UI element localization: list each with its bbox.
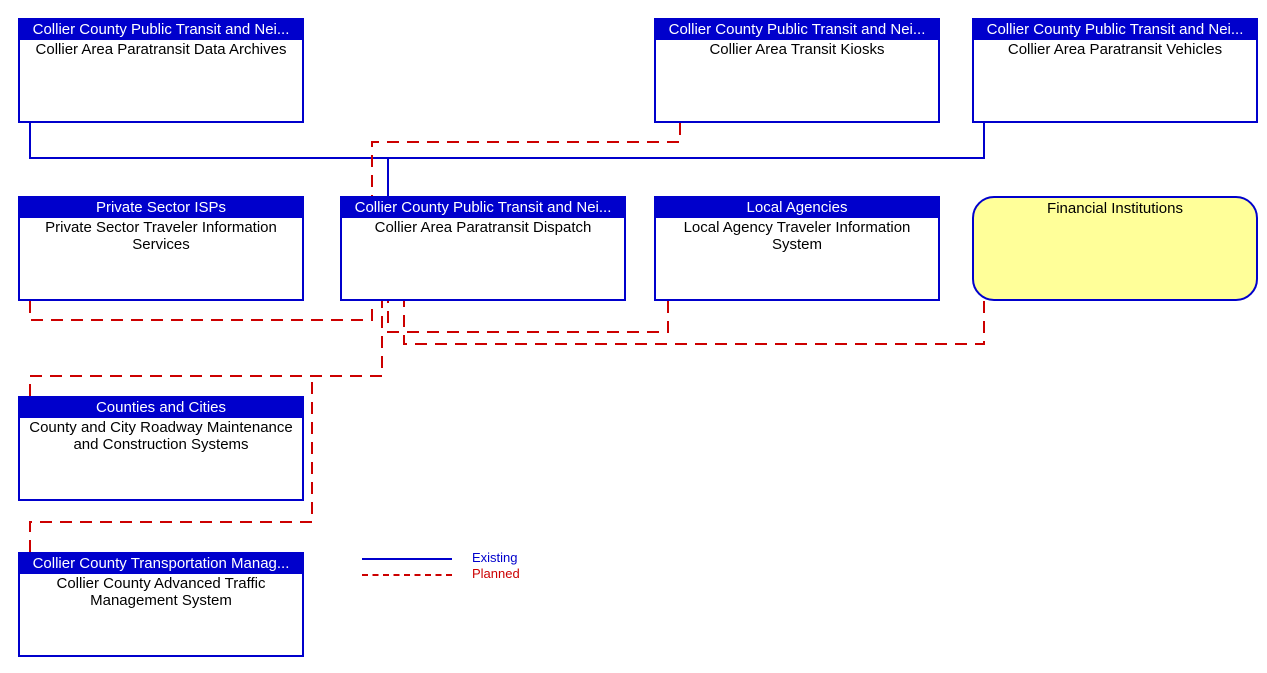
connector-county_city-dispatch (30, 301, 382, 396)
node-atms-header: Collier County Transportation Manag... (20, 554, 302, 574)
node-private-isp[interactable]: Private Sector ISPs Private Sector Trave… (18, 196, 304, 301)
node-dispatch-header: Collier County Public Transit and Nei... (342, 198, 624, 218)
node-dispatch[interactable]: Collier County Public Transit and Nei...… (340, 196, 626, 301)
node-county-city-header: Counties and Cities (20, 398, 302, 418)
node-private-isp-header: Private Sector ISPs (20, 198, 302, 218)
node-vehicles-body: Collier Area Paratransit Vehicles (974, 40, 1256, 59)
node-vehicles-header: Collier County Public Transit and Nei... (974, 20, 1256, 40)
node-atms[interactable]: Collier County Transportation Manag... C… (18, 552, 304, 657)
node-archives[interactable]: Collier County Public Transit and Nei...… (18, 18, 304, 123)
diagram-canvas: Collier County Public Transit and Nei...… (0, 0, 1267, 673)
legend-planned-line (362, 574, 452, 576)
connector-archives-dispatch (30, 123, 388, 196)
node-local-agency-header: Local Agencies (656, 198, 938, 218)
node-kiosks-body: Collier Area Transit Kiosks (656, 40, 938, 59)
legend-existing-label: Existing (472, 550, 518, 565)
node-archives-body: Collier Area Paratransit Data Archives (20, 40, 302, 59)
connector-vehicles-dispatch (388, 123, 984, 196)
node-kiosks[interactable]: Collier County Public Transit and Nei...… (654, 18, 940, 123)
legend-planned-label: Planned (472, 566, 520, 581)
node-kiosks-header: Collier County Public Transit and Nei... (656, 20, 938, 40)
node-local-agency-body: Local Agency Traveler Information System (656, 218, 938, 254)
node-county-city-body: County and City Roadway Maintenance and … (20, 418, 302, 454)
node-atms-body: Collier County Advanced Traffic Manageme… (20, 574, 302, 610)
connector-kiosks-dispatch (372, 123, 680, 196)
node-archives-header: Collier County Public Transit and Nei... (20, 20, 302, 40)
node-county-city[interactable]: Counties and Cities County and City Road… (18, 396, 304, 501)
legend-existing-line (362, 558, 452, 560)
node-dispatch-body: Collier Area Paratransit Dispatch (342, 218, 624, 237)
node-financial-label: Financial Institutions (1047, 200, 1183, 217)
connector-private_isp-dispatch (30, 301, 372, 320)
node-private-isp-body: Private Sector Traveler Information Serv… (20, 218, 302, 254)
connector-financial-dispatch (404, 301, 984, 344)
connector-local_agency-dispatch (388, 301, 668, 332)
node-local-agency[interactable]: Local Agencies Local Agency Traveler Inf… (654, 196, 940, 301)
node-vehicles[interactable]: Collier County Public Transit and Nei...… (972, 18, 1258, 123)
node-financial[interactable]: Financial Institutions (972, 196, 1258, 301)
